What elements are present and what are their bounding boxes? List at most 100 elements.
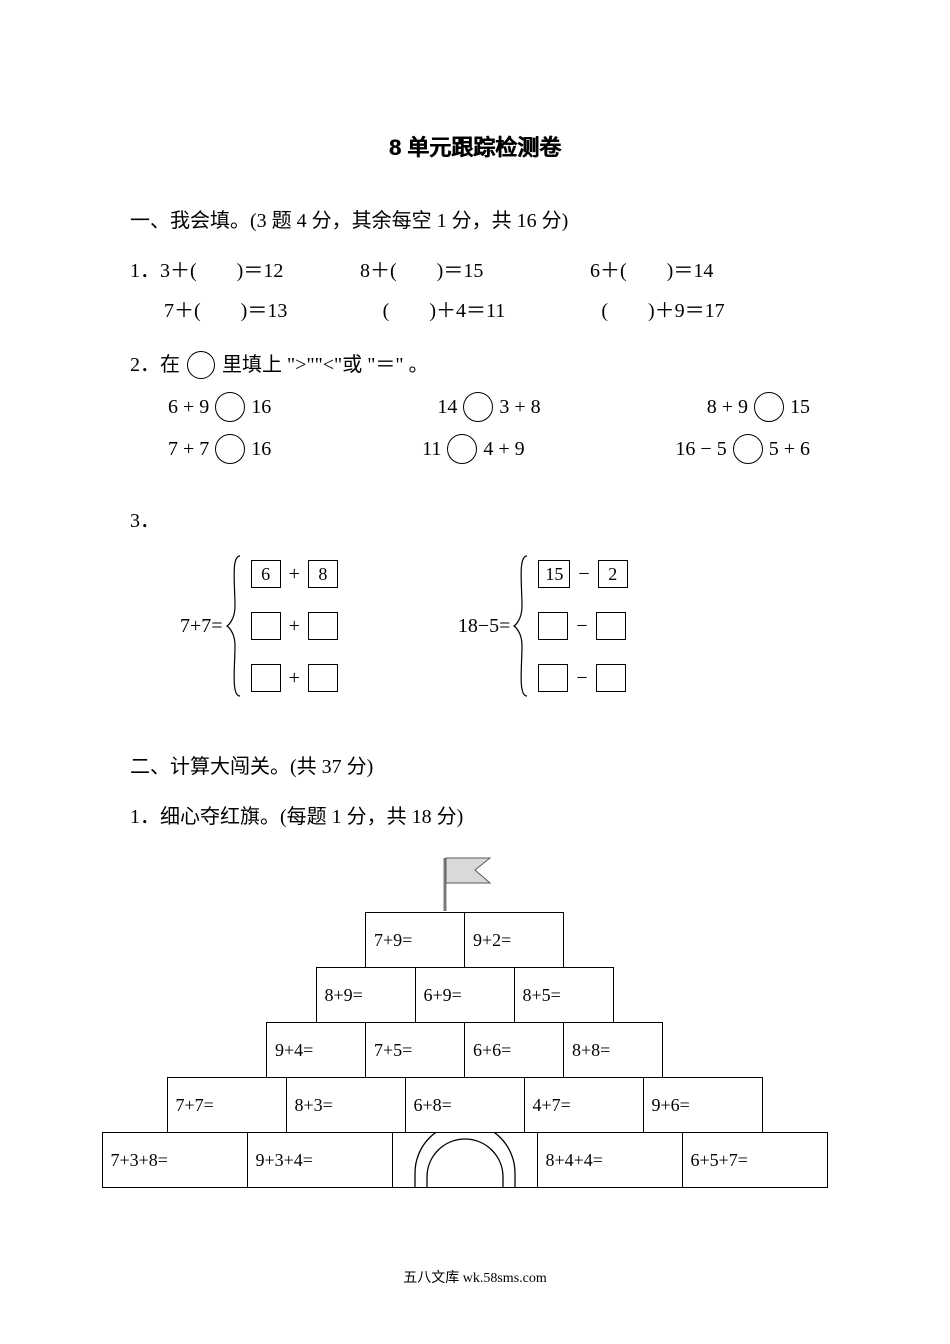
q2-intro-post: 里填上 ">""<"或 "＝" 。 [222, 354, 429, 376]
pyramid-cell: 6+6= [464, 1022, 564, 1078]
section2-sub1-heading: 1．细心夺红旗。(每题 1 分，共 18 分) [130, 801, 820, 833]
page-footer: 五八文库 wk.58sms.com [130, 1268, 820, 1290]
q2-r1-i3-left: 8 + 9 [707, 391, 748, 423]
pyramid-cell: 9+4= [266, 1022, 366, 1078]
q1-r1b: 8＋( )＝15 [360, 255, 590, 287]
value-box: 6 [251, 560, 281, 588]
q2-r1-i1-right: 16 [251, 391, 271, 423]
empty-box [251, 664, 281, 692]
q2-intro-pre: 在 [160, 354, 180, 376]
left-brace-icon [512, 551, 532, 701]
q1-r2a: 7＋( )＝13 [164, 295, 383, 327]
q2-intro: 2．在 里填上 ">""<"或 "＝" 。 [130, 349, 820, 381]
section2: 二、计算大闯关。(共 37 分) 1．细心夺红旗。(每题 1 分，共 18 分)… [130, 751, 820, 1188]
empty-box [251, 612, 281, 640]
q3-braces: 7+7= 6 + 8 + [180, 551, 820, 701]
q2-r2-i2-right: 4 + 9 [483, 433, 524, 465]
pyramid-cell: 8+3= [286, 1077, 406, 1133]
left-brace-icon [225, 551, 245, 701]
q2-r1-i3: 8 + 9 15 [707, 391, 810, 423]
pyramid-cell: 8+9= [316, 967, 416, 1023]
blank-circle-icon [463, 392, 493, 422]
q2-r1-i1-left: 6 + 9 [168, 391, 209, 423]
pyramid-row-4: 7+7= 8+3= 6+8= 4+7= 9+6= [168, 1078, 763, 1133]
q3-left-lines: 6 + 8 + + [251, 559, 338, 693]
pyramid-cell: 8+4+4= [537, 1132, 683, 1188]
pyramid-row-1: 7+9= 9+2= [366, 913, 564, 968]
pyramid-cell: 7+9= [365, 912, 465, 968]
pyramid: 7+9= 9+2= 8+9= 6+9= 8+5= 9+4= 7+5= 6+6= … [110, 853, 820, 1188]
empty-box [596, 612, 626, 640]
q3-right-group: 18−5= 15 − 2 − [458, 551, 628, 701]
pyramid-cell: 9+6= [643, 1077, 763, 1133]
q2-r2-i3-left: 16 − 5 [675, 433, 726, 465]
pyramid-cell: 7+5= [365, 1022, 465, 1078]
q3-left-group: 7+7= 6 + 8 + [180, 551, 338, 701]
empty-box [308, 664, 338, 692]
blank-circle-icon [447, 434, 477, 464]
pyramid-row-2: 8+9= 6+9= 8+5= [317, 968, 614, 1023]
q3-num: 3． [130, 505, 820, 537]
pyramid-row-3: 9+4= 7+5= 6+6= 8+8= [267, 1023, 663, 1078]
section1-heading: 一、我会填。(3 题 4 分，其余每空 1 分，共 16 分) [130, 205, 820, 237]
pyramid-cell: 9+3+4= [247, 1132, 393, 1188]
pyramid-cell: 6+9= [415, 967, 515, 1023]
q2-r2-i2-left: 11 [422, 433, 441, 465]
q3-left-line2: + [251, 611, 338, 641]
q2-r2-i3: 16 − 5 5 + 6 [675, 433, 810, 465]
flag-icon [430, 853, 500, 913]
pyramid-cell: 7+7= [167, 1077, 287, 1133]
q2-num: 2． [130, 354, 160, 376]
pyramid-cell: 9+2= [464, 912, 564, 968]
op: − [574, 662, 589, 694]
q3-left-line1: 6 + 8 [251, 559, 338, 589]
empty-box [538, 612, 568, 640]
q1-r1a: 3＋( )＝12 [160, 260, 283, 282]
pyramid-door [392, 1132, 538, 1188]
q3-left-line3: + [251, 663, 338, 693]
page-title: 8 单元跟踪检测卷 [130, 130, 820, 165]
q2-r1-i1: 6 + 9 16 [168, 391, 271, 423]
q2-r2-i2: 11 4 + 9 [422, 433, 525, 465]
q1-r2b: ( )＋4＝11 [383, 295, 602, 327]
q1-num: 1． [130, 260, 160, 282]
empty-box [596, 664, 626, 692]
pyramid-row-5: 7+3+8= 9+3+4= 8+4+4= 6+5+7= [103, 1133, 828, 1188]
question-3: 3． 7+7= 6 + 8 + [130, 505, 820, 701]
q3-right-line3: − [538, 663, 627, 693]
blank-circle-icon [215, 392, 245, 422]
q2-r2-i1-right: 16 [251, 433, 271, 465]
q2-r2-i3-right: 5 + 6 [769, 433, 810, 465]
q3-right-lines: 15 − 2 − − [538, 559, 627, 693]
value-box: 8 [308, 560, 338, 588]
question-2: 2．在 里填上 ">""<"或 "＝" 。 6 + 9 16 14 3 + 8 … [130, 349, 820, 465]
op: + [287, 662, 302, 694]
pyramid-cell: 6+8= [405, 1077, 525, 1133]
pyramid-cell: 8+8= [563, 1022, 663, 1078]
q2-r1-i2-right: 3 + 8 [499, 391, 540, 423]
blank-circle-icon [754, 392, 784, 422]
q1-r2c: ( )＋9＝17 [601, 295, 820, 327]
q3-right-line1: 15 − 2 [538, 559, 627, 589]
page: 8 单元跟踪检测卷 一、我会填。(3 题 4 分，其余每空 1 分，共 16 分… [0, 0, 950, 1331]
op: + [287, 558, 302, 590]
q2-r1-i3-right: 15 [790, 391, 810, 423]
pyramid-cell: 6+5+7= [682, 1132, 828, 1188]
value-box: 15 [538, 560, 570, 588]
section2-heading: 二、计算大闯关。(共 37 分) [130, 751, 820, 783]
pyramid-cell: 4+7= [524, 1077, 644, 1133]
empty-box [538, 664, 568, 692]
op: + [287, 610, 302, 642]
q2-r2-i1-left: 7 + 7 [168, 433, 209, 465]
pyramid-flag [430, 853, 500, 913]
q1-r1c: 6＋( )＝14 [590, 255, 820, 287]
empty-box [308, 612, 338, 640]
q1-row1-a: 1．3＋( )＝12 [130, 255, 360, 287]
q2-row1: 6 + 9 16 14 3 + 8 8 + 9 15 [168, 391, 820, 423]
door-arch-icon [405, 1133, 525, 1187]
question-1: 1．3＋( )＝12 8＋( )＝15 6＋( )＝14 7＋( )＝13 ( … [130, 255, 820, 327]
q2-r1-i2-left: 14 [437, 391, 457, 423]
q3-left-label: 7+7= [180, 610, 223, 642]
pyramid-cell: 7+3+8= [102, 1132, 248, 1188]
blank-circle-icon [733, 434, 763, 464]
